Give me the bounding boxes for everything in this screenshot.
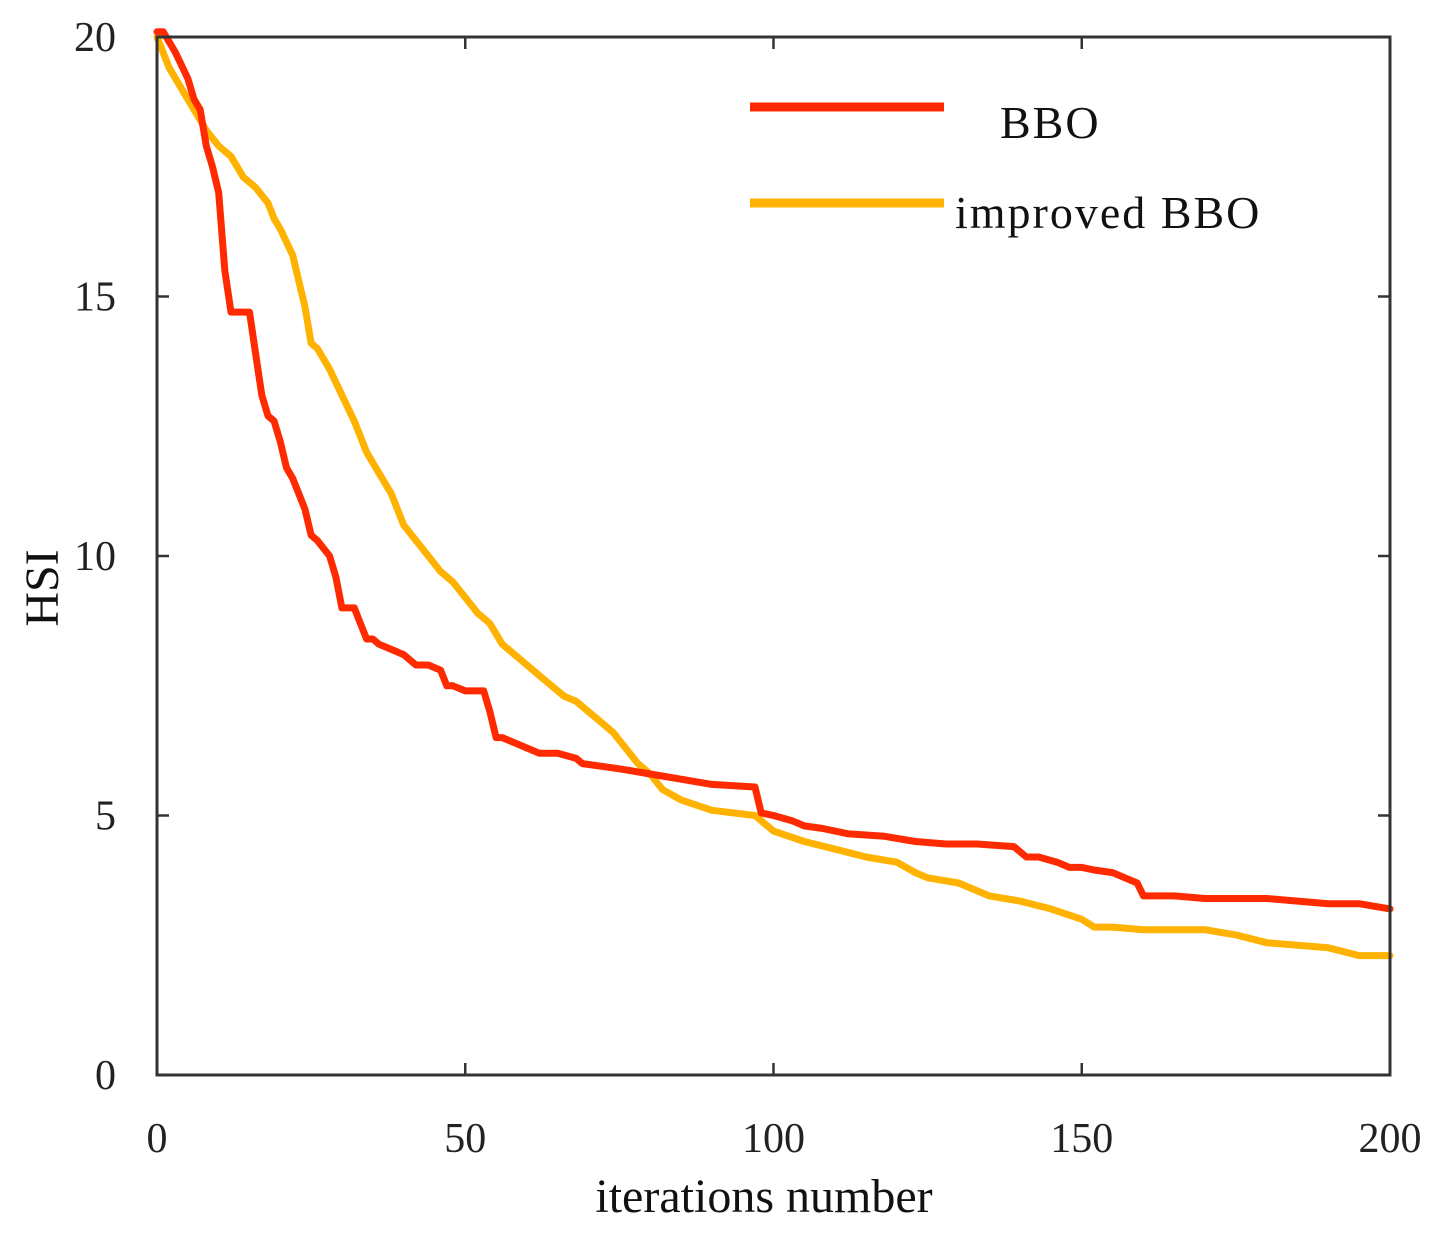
tick-labels-layer: 0 50 100 150 200 0 5 10 15 20 (74, 15, 1422, 1162)
legend-label-bbo: BBO (1000, 97, 1101, 148)
y-tick-label: 15 (74, 275, 116, 321)
x-tick-label: 100 (742, 1116, 805, 1162)
x-axis-title: iterations number (595, 1170, 932, 1223)
series-line-improved-bbo (153, 33, 1394, 960)
y-tick-label: 10 (74, 534, 116, 580)
series-line-bbo (153, 28, 1394, 913)
x-tick-label: 50 (444, 1116, 486, 1162)
x-tick-label: 200 (1359, 1116, 1422, 1162)
y-tick-label: 20 (74, 15, 116, 61)
y-tick-label: 0 (95, 1053, 116, 1099)
legend: BBO improved BBO (750, 97, 1261, 238)
y-axis-title: HSI (16, 549, 69, 626)
ticks-layer (155, 35, 1392, 1077)
legend-label-improved-bbo: improved BBO (955, 187, 1261, 238)
x-tick-label: 150 (1050, 1116, 1113, 1162)
y-tick-label: 5 (95, 794, 116, 840)
x-tick-label: 0 (147, 1116, 168, 1162)
series-layer (153, 28, 1394, 960)
